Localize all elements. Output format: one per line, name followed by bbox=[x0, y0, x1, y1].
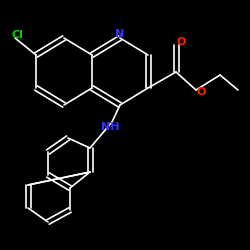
Text: O: O bbox=[176, 37, 186, 47]
Text: NH: NH bbox=[101, 122, 119, 132]
Text: O: O bbox=[196, 87, 206, 97]
Text: Cl: Cl bbox=[11, 30, 23, 40]
Text: N: N bbox=[116, 29, 124, 39]
